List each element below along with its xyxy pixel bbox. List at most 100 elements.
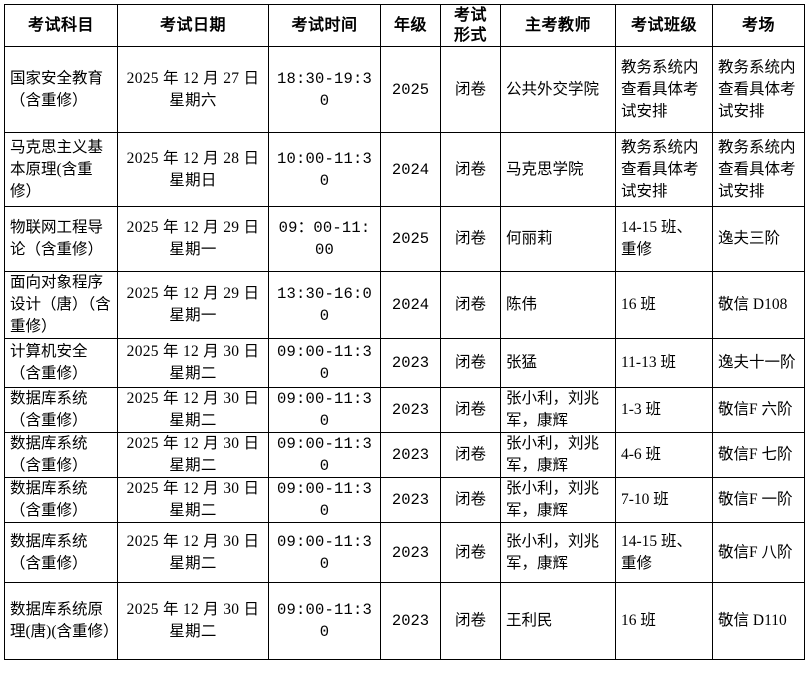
- cell-form: 闭卷: [440, 338, 501, 388]
- cell-date: 2025 年 12 月 27 日星期六: [117, 46, 269, 133]
- column-header-room: 考场: [712, 4, 805, 47]
- cell-teacher: 张猛: [500, 338, 616, 388]
- table-row: 数据库系统（含重修） 2025 年 12 月 30 日星期二 09:00-11:…: [4, 387, 805, 433]
- cell-form: 闭卷: [440, 432, 501, 478]
- cell-form: 闭卷: [440, 387, 501, 433]
- cell-grade: 2023: [380, 477, 441, 523]
- column-header-date: 考试日期: [117, 4, 269, 47]
- cell-subject: 国家安全教育（含重修）: [4, 46, 118, 133]
- cell-room: 教务系统内查看具体考试安排: [712, 132, 805, 207]
- cell-subject: 计算机安全（含重修）: [4, 338, 118, 388]
- cell-subject: 数据库系统（含重修）: [4, 387, 118, 433]
- cell-class: 16 班: [615, 271, 713, 339]
- cell-teacher: 张小利，刘兆军，康辉: [500, 522, 616, 583]
- column-header-subject: 考试科目: [4, 4, 118, 47]
- cell-time: 09:00-11:30: [268, 522, 381, 583]
- cell-teacher: 张小利，刘兆军，康辉: [500, 477, 616, 523]
- cell-date: 2025 年 12 月 30 日星期二: [117, 387, 269, 433]
- cell-time: 09:00-11:30: [268, 338, 381, 388]
- cell-subject: 面向对象程序设计（唐）（含重修）: [4, 271, 118, 339]
- cell-form: 闭卷: [440, 271, 501, 339]
- cell-class: 16 班: [615, 582, 713, 660]
- cell-time: 09:00-11:30: [268, 582, 381, 660]
- cell-grade: 2024: [380, 132, 441, 207]
- cell-grade: 2023: [380, 338, 441, 388]
- column-header-teacher: 主考教师: [500, 4, 616, 47]
- cell-class: 11-13 班: [615, 338, 713, 388]
- cell-class: 7-10 班: [615, 477, 713, 523]
- cell-teacher: 马克思学院: [500, 132, 616, 207]
- cell-time: 10:00-11:30: [268, 132, 381, 207]
- cell-teacher: 张小利，刘兆军，康辉: [500, 432, 616, 478]
- cell-subject: 数据库系统（含重修）: [4, 432, 118, 478]
- cell-subject: 数据库系统（含重修）: [4, 522, 118, 583]
- cell-form: 闭卷: [440, 132, 501, 207]
- cell-date: 2025 年 12 月 30 日星期二: [117, 338, 269, 388]
- cell-room: 敬信 D108: [712, 271, 805, 339]
- cell-form: 闭卷: [440, 582, 501, 660]
- cell-grade: 2023: [380, 522, 441, 583]
- cell-grade: 2025: [380, 46, 441, 133]
- table-header: 考试科目 考试日期 考试时间 年级 考试形式 主考教师 考试班级 考场: [4, 4, 805, 47]
- cell-teacher: 何丽莉: [500, 206, 616, 272]
- cell-class: 教务系统内查看具体考试安排: [615, 132, 713, 207]
- cell-class: 14-15 班、重修: [615, 206, 713, 272]
- cell-date: 2025 年 12 月 30 日星期二: [117, 432, 269, 478]
- table-row: 计算机安全（含重修） 2025 年 12 月 30 日星期二 09:00-11:…: [4, 338, 805, 388]
- cell-subject: 数据库系统原理(唐)(含重修）: [4, 582, 119, 660]
- cell-room: 敬信F 七阶: [712, 432, 805, 478]
- cell-teacher: 公共外交学院: [500, 46, 616, 133]
- table-row: 数据库系统（含重修） 2025 年 12 月 30 日星期二 09:00-11:…: [4, 522, 805, 583]
- cell-time: 13:30-16:00: [268, 271, 381, 339]
- table-row: 数据库系统（含重修） 2025 年 12 月 30 日星期二 09:00-11:…: [4, 432, 805, 478]
- cell-time: 09：00-11:00: [268, 206, 381, 272]
- table-row: 面向对象程序设计（唐）（含重修） 2025 年 12 月 29 日星期一 13:…: [4, 271, 805, 339]
- cell-room: 逸夫十一阶: [712, 338, 805, 388]
- cell-class: 14-15 班、重修: [615, 522, 713, 583]
- cell-time: 09:00-11:30: [268, 432, 381, 478]
- column-header-class: 考试班级: [615, 4, 713, 47]
- cell-grade: 2023: [380, 432, 441, 478]
- cell-grade: 2025: [380, 206, 441, 272]
- cell-date: 2025 年 12 月 29 日星期一: [117, 206, 269, 272]
- cell-room: 敬信F 一阶: [712, 477, 805, 523]
- cell-class: 1-3 班: [615, 387, 713, 433]
- column-header-time: 考试时间: [268, 4, 381, 47]
- cell-grade: 2023: [380, 582, 441, 660]
- cell-date: 2025 年 12 月 30 日星期二: [117, 522, 269, 583]
- cell-teacher: 王利民: [500, 582, 616, 660]
- cell-time: 18:30-19:30: [268, 46, 381, 133]
- cell-form: 闭卷: [440, 46, 501, 133]
- cell-grade: 2023: [380, 387, 441, 433]
- cell-date: 2025 年 12 月 28 日星期日: [117, 132, 269, 207]
- cell-date: 2025 年 12 月 29 日星期一: [117, 271, 269, 339]
- cell-room: 敬信F 八阶: [712, 522, 805, 583]
- cell-date: 2025 年 12 月 30 日星期二: [117, 477, 269, 523]
- cell-form: 闭卷: [440, 477, 501, 523]
- table-row: 国家安全教育（含重修） 2025 年 12 月 27 日星期六 18:30-19…: [4, 46, 805, 133]
- cell-class: 4-6 班: [615, 432, 713, 478]
- table-body: 国家安全教育（含重修） 2025 年 12 月 27 日星期六 18:30-19…: [4, 46, 805, 660]
- cell-subject: 马克思主义基本原理(含重修）: [4, 132, 118, 207]
- cell-time: 09:00-11:30: [268, 477, 381, 523]
- cell-date: 2025 年 12 月 30 日星期二: [117, 582, 269, 660]
- table-row: 马克思主义基本原理(含重修） 2025 年 12 月 28 日星期日 10:00…: [4, 132, 805, 207]
- cell-form: 闭卷: [440, 522, 501, 583]
- cell-room: 逸夫三阶: [712, 206, 805, 272]
- cell-time: 09:00-11:30: [268, 387, 381, 433]
- cell-room: 敬信 D110: [712, 582, 805, 660]
- table-header-row: 考试科目 考试日期 考试时间 年级 考试形式 主考教师 考试班级 考场: [4, 4, 805, 47]
- cell-teacher: 张小利，刘兆军，康辉: [500, 387, 616, 433]
- table-row: 物联网工程导论（含重修） 2025 年 12 月 29 日星期一 09：00-1…: [4, 206, 805, 272]
- cell-subject: 物联网工程导论（含重修）: [4, 206, 118, 272]
- column-header-grade: 年级: [380, 4, 441, 47]
- cell-form: 闭卷: [440, 206, 501, 272]
- cell-teacher: 陈伟: [500, 271, 616, 339]
- exam-schedule-table: 考试科目 考试日期 考试时间 年级 考试形式 主考教师 考试班级 考场 国家安全…: [4, 4, 805, 660]
- cell-room: 教务系统内查看具体考试安排: [712, 46, 805, 133]
- table-row: 数据库系统（含重修） 2025 年 12 月 30 日星期二 09:00-11:…: [4, 477, 805, 523]
- cell-class: 教务系统内查看具体考试安排: [615, 46, 713, 133]
- column-header-form: 考试形式: [440, 4, 501, 47]
- cell-room: 敬信F 六阶: [712, 387, 805, 433]
